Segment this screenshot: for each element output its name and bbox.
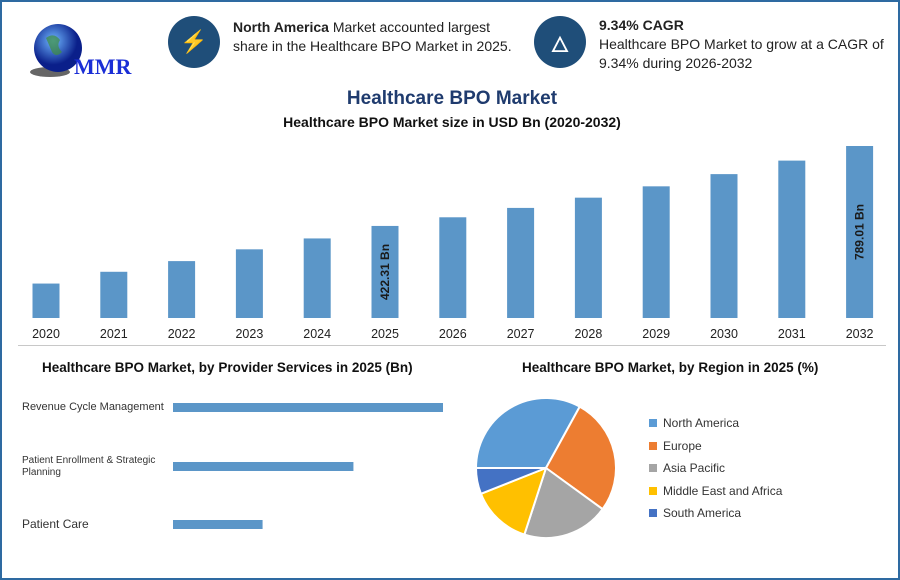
chart-subtitle: Healthcare BPO Market size in USD Bn (20… xyxy=(283,114,621,130)
data-label-2032: 789.01 Bn xyxy=(853,204,867,260)
legend-item: Asia Pacific xyxy=(649,461,725,475)
legend-label: North America xyxy=(663,416,740,430)
pie-slice-asia-pacific xyxy=(523,466,605,539)
pie-slice-middle-east-and-africa xyxy=(479,466,548,536)
provider-services-title: Healthcare BPO Market, by Provider Servi… xyxy=(42,360,413,375)
legend-item: North America xyxy=(649,416,739,430)
x-tick-2031: 2031 xyxy=(778,327,806,341)
x-tick-2020: 2020 xyxy=(32,327,60,341)
x-tick-2023: 2023 xyxy=(235,327,263,341)
hbar-0 xyxy=(173,403,443,412)
bar-2032 xyxy=(846,146,874,318)
globe-icon: MMR xyxy=(30,24,133,79)
x-tick-2021: 2021 xyxy=(100,327,128,341)
bar-2021 xyxy=(100,271,128,318)
mmr-logo: MMR xyxy=(30,20,140,80)
legend-label: Asia Pacific xyxy=(663,461,726,475)
x-tick-2025: 2025 xyxy=(371,327,399,341)
x-tick-2032: 2032 xyxy=(846,327,874,341)
x-tick-2024: 2024 xyxy=(303,327,331,341)
legend-swatch xyxy=(649,509,657,517)
x-tick-2026: 2026 xyxy=(439,327,467,341)
info-cagr: 9.34% CAGR Healthcare BPO Market to grow … xyxy=(599,17,884,71)
bar-2020 xyxy=(32,283,60,318)
legend-item: South America xyxy=(649,506,741,520)
flame-icon: 🜂 xyxy=(534,16,586,68)
divider xyxy=(18,345,886,346)
region-pie-chart xyxy=(474,397,617,539)
legend-swatch xyxy=(649,441,657,450)
pie-slice-south-america xyxy=(474,467,547,496)
x-tick-2028: 2028 xyxy=(574,327,602,341)
bar-2023 xyxy=(235,249,263,318)
lightning-icon: ⚡ xyxy=(168,16,220,68)
hbar-label: Patient Enrollment & Strategic Planning xyxy=(22,455,156,478)
bar-2028 xyxy=(574,197,602,318)
x-tick-2029: 2029 xyxy=(642,327,670,341)
legend-label: Europe xyxy=(663,438,702,453)
bar-2025 xyxy=(371,225,399,318)
info-north-america: North America Market accounted largest s… xyxy=(233,19,512,54)
bar-2024 xyxy=(303,238,331,318)
hbar-label: Revenue Cycle Management xyxy=(22,401,164,413)
bar-2027 xyxy=(507,207,535,318)
hbar-2 xyxy=(173,520,263,529)
legend-swatch xyxy=(649,486,657,495)
data-label-2025: 422.31 Bn xyxy=(378,244,392,300)
legend-item: Europe xyxy=(649,439,702,453)
provider-services-bar-chart xyxy=(173,403,443,529)
hbar-label: Patient Care xyxy=(22,517,89,531)
market-size-bar-chart: 2020 2021 2022 2023 2024 2025 422.31 Bn 2026 202… xyxy=(32,146,874,341)
bar-2030 xyxy=(710,174,738,318)
bar-2031 xyxy=(778,160,806,318)
x-tick-2030: 2030 xyxy=(710,327,738,341)
legend-swatch xyxy=(649,464,657,472)
hbar-1 xyxy=(173,462,354,471)
legend-label: Middle East and Africa xyxy=(663,483,783,498)
chart-title: Healthcare BPO Market xyxy=(346,88,558,109)
legend-label: South America xyxy=(663,506,742,520)
bar-2029 xyxy=(642,186,670,318)
bar-2026 xyxy=(439,217,467,318)
region-title: Healthcare BPO Market, by Region in 2025… xyxy=(522,360,819,375)
bar-2022 xyxy=(168,261,196,318)
legend-item: Middle East and Africa xyxy=(649,484,782,498)
pie-slice-europe xyxy=(544,405,617,511)
pie-slice-north-america xyxy=(474,397,582,469)
svg-text:MMR: MMR xyxy=(74,54,133,79)
legend-swatch xyxy=(649,419,657,427)
x-tick-2022: 2022 xyxy=(168,327,196,341)
x-tick-2027: 2027 xyxy=(507,327,535,341)
